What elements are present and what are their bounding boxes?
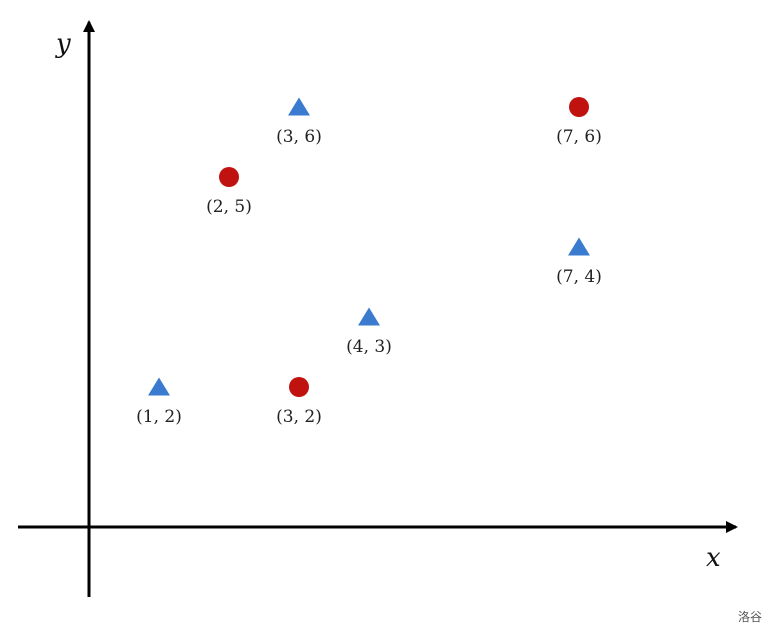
triangle-marker xyxy=(568,237,590,256)
data-point: (3, 6) xyxy=(276,97,322,147)
circle-marker xyxy=(289,377,309,397)
circle-marker xyxy=(219,167,239,187)
circle-marker xyxy=(569,97,589,117)
x-axis-label: x xyxy=(706,543,721,573)
y-axis-label: y xyxy=(55,29,71,59)
points-layer: (1, 2) (2, 5) (3, 6) (3, 2) (4, 3) (7, 6) (7, … xyxy=(136,97,602,427)
data-point: (1, 2) xyxy=(136,377,182,427)
data-point: (7, 4) xyxy=(556,237,602,287)
point-label: (7, 4) xyxy=(556,267,602,287)
point-label: (3, 6) xyxy=(276,127,322,147)
point-label: (2, 5) xyxy=(206,197,252,217)
triangle-marker xyxy=(148,377,170,396)
data-point: (3, 2) xyxy=(276,377,322,427)
point-label: (7, 6) xyxy=(556,127,602,147)
point-label: (3, 2) xyxy=(276,407,322,427)
triangle-marker xyxy=(288,97,310,116)
point-label: (4, 3) xyxy=(346,337,392,357)
data-point: (2, 5) xyxy=(206,167,252,217)
triangle-marker xyxy=(358,307,380,326)
watermark-text: 洛谷 xyxy=(737,610,762,624)
data-point: (4, 3) xyxy=(346,307,392,357)
point-label: (1, 2) xyxy=(136,407,182,427)
data-point: (7, 6) xyxy=(556,97,602,147)
